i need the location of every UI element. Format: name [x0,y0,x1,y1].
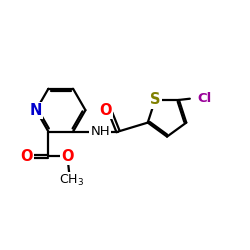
Text: O: O [61,149,74,164]
Text: N: N [30,103,42,118]
Text: O: O [20,149,33,164]
Text: S: S [150,92,160,108]
Text: O: O [99,103,112,118]
Text: Cl: Cl [197,92,212,105]
Text: CH$_3$: CH$_3$ [59,173,84,188]
Text: NH: NH [90,124,110,138]
